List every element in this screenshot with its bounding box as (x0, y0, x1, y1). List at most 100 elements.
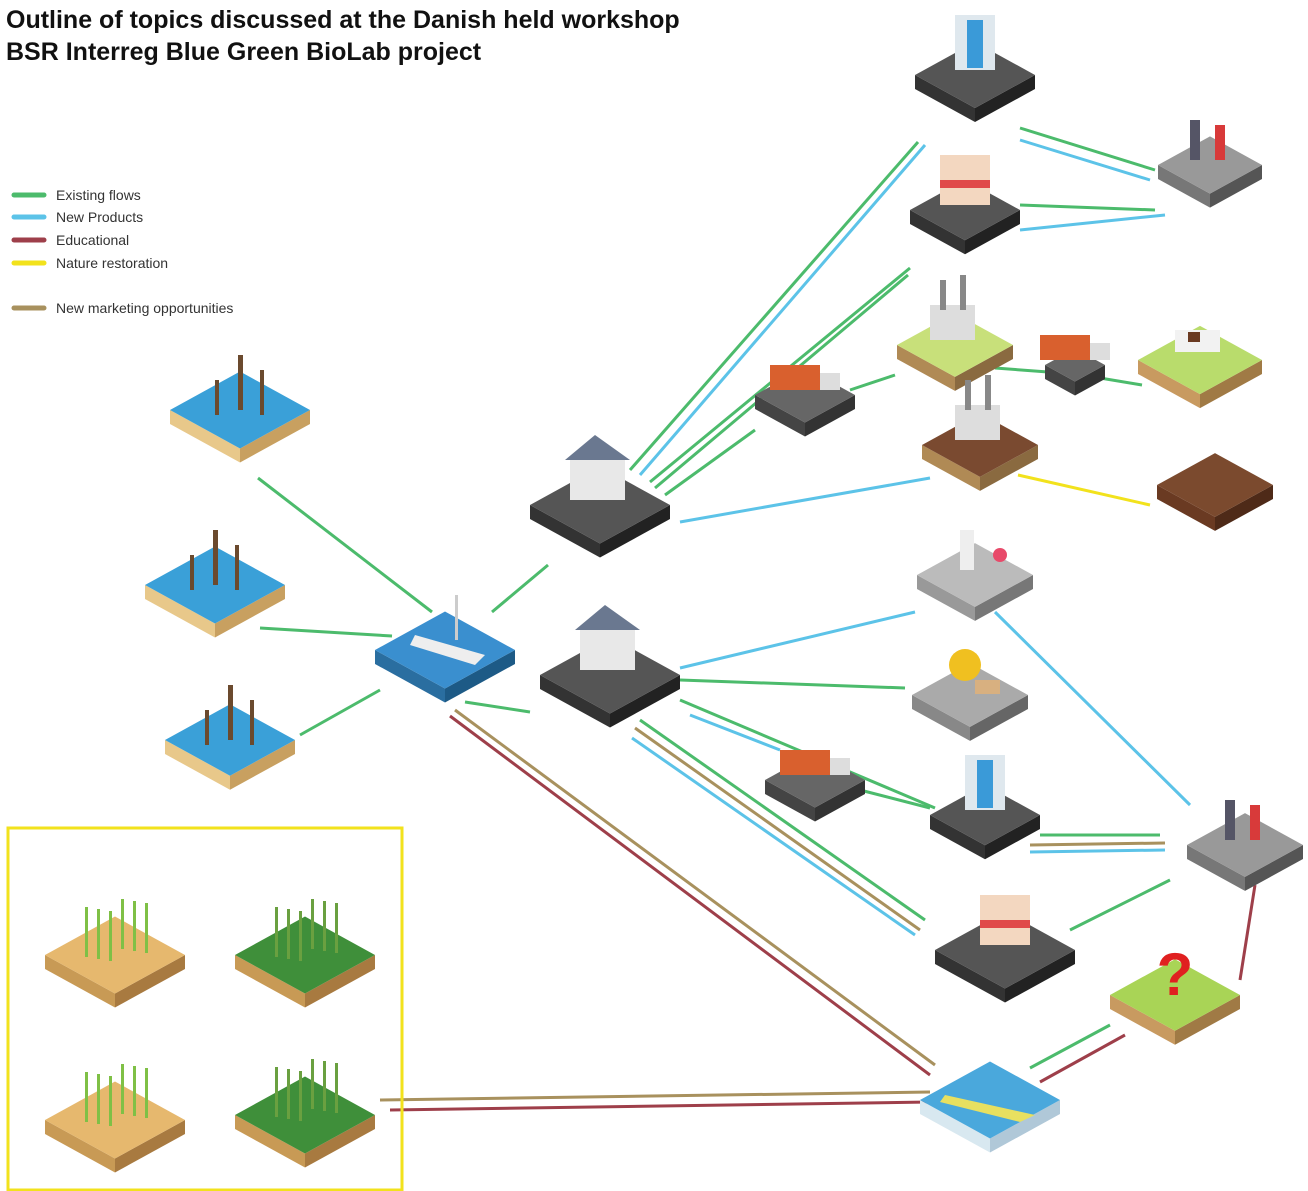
flow-line (390, 1102, 930, 1110)
tile-object (980, 920, 1030, 928)
flow-line (1030, 850, 1165, 852)
tile-object (213, 530, 218, 585)
tile-top (235, 1077, 375, 1154)
tile-object (975, 680, 1000, 694)
tile-object (275, 1067, 278, 1117)
tile-object (145, 903, 148, 953)
tile-object (780, 750, 830, 775)
tile-object (97, 1074, 100, 1124)
tile-object (323, 901, 326, 951)
tile-icon: ? (1157, 941, 1194, 1008)
roof (565, 435, 630, 460)
flow-line (1240, 885, 1255, 980)
tile-object (820, 373, 840, 390)
tile-object (977, 760, 993, 808)
tile-object (311, 899, 314, 949)
tile-object (121, 899, 124, 949)
flow-line (380, 1092, 930, 1100)
flow-line (1020, 205, 1155, 210)
flow-line (300, 690, 380, 735)
tile-object (299, 911, 302, 961)
diagram: ? Outline of topics discussed at the Dan… (0, 0, 1308, 1191)
tile-object (770, 365, 820, 390)
flow-line (455, 710, 935, 1065)
tile-object (570, 460, 625, 500)
tile-object (121, 1064, 124, 1114)
tile-object (287, 1069, 290, 1119)
tile-object (299, 1071, 302, 1121)
tile-object (228, 685, 233, 740)
tile-object (287, 909, 290, 959)
roof (575, 605, 640, 630)
flow-line (1030, 843, 1165, 845)
tile-object (1225, 800, 1235, 840)
flow-line (850, 375, 895, 390)
tile-object (250, 700, 254, 745)
flow-line (1020, 128, 1155, 170)
tile-object (1090, 343, 1110, 360)
tile-object (580, 630, 635, 670)
tile-object (238, 355, 243, 410)
tile-object (235, 545, 239, 590)
tile-object (109, 911, 112, 961)
title-line: BSR Interreg Blue Green BioLab project (6, 38, 482, 66)
flow-lines (258, 128, 1255, 1110)
flow-line (1100, 378, 1142, 385)
flow-line (680, 680, 905, 688)
tile-object (1190, 120, 1200, 160)
flow-line (995, 368, 1048, 372)
legend: Existing flows New Products Educational Nat… (14, 187, 233, 316)
tile-object (335, 903, 338, 953)
tile-object (335, 1063, 338, 1113)
tile-object (260, 370, 264, 415)
flow-line (635, 728, 920, 930)
tile-object (85, 1072, 88, 1122)
tile-object (960, 530, 974, 570)
flow-line (1070, 880, 1170, 930)
legend-label: Existing flows (56, 187, 141, 203)
flow-line (260, 628, 392, 636)
tile-top (45, 917, 185, 994)
tiles: ? (45, 15, 1303, 1173)
tile-object (205, 710, 209, 745)
tile-object (985, 375, 991, 410)
tile-object (145, 1068, 148, 1118)
legend-label: New Products (56, 209, 143, 225)
tile-object (323, 1061, 326, 1111)
tile-object (965, 380, 971, 410)
tile-object (1040, 335, 1090, 360)
tile-object (1188, 332, 1200, 342)
tile-object (455, 595, 458, 640)
tile-object (830, 758, 850, 775)
flow-line (492, 565, 548, 612)
flow-line (860, 790, 930, 808)
flow-line (680, 478, 930, 522)
tile-object (311, 1059, 314, 1109)
tile-object (97, 909, 100, 959)
tile-object (1215, 125, 1225, 160)
tile-object (215, 380, 219, 415)
flow-line (690, 715, 780, 750)
tile-top (920, 1062, 1060, 1139)
tile-object (85, 907, 88, 957)
flow-line (680, 612, 915, 668)
tile-object (940, 180, 990, 188)
flow-line (1020, 215, 1165, 230)
tile-top (45, 1082, 185, 1159)
tile-object (1250, 805, 1260, 840)
flow-line (1018, 475, 1150, 505)
flow-line (465, 702, 530, 712)
legend-label: Nature restoration (56, 255, 168, 271)
tile-object (949, 649, 981, 681)
tile-object (940, 280, 946, 310)
tile-object (133, 1066, 136, 1116)
legend-label: Educational (56, 232, 129, 248)
tile-object (967, 20, 983, 68)
tile-object (930, 305, 975, 340)
title-line: Outline of topics discussed at the Danis… (6, 6, 680, 34)
tile-object (960, 275, 966, 310)
tile-object (955, 405, 1000, 440)
tile-object (993, 548, 1007, 562)
tile-object (109, 1076, 112, 1126)
tile-object (275, 907, 278, 957)
